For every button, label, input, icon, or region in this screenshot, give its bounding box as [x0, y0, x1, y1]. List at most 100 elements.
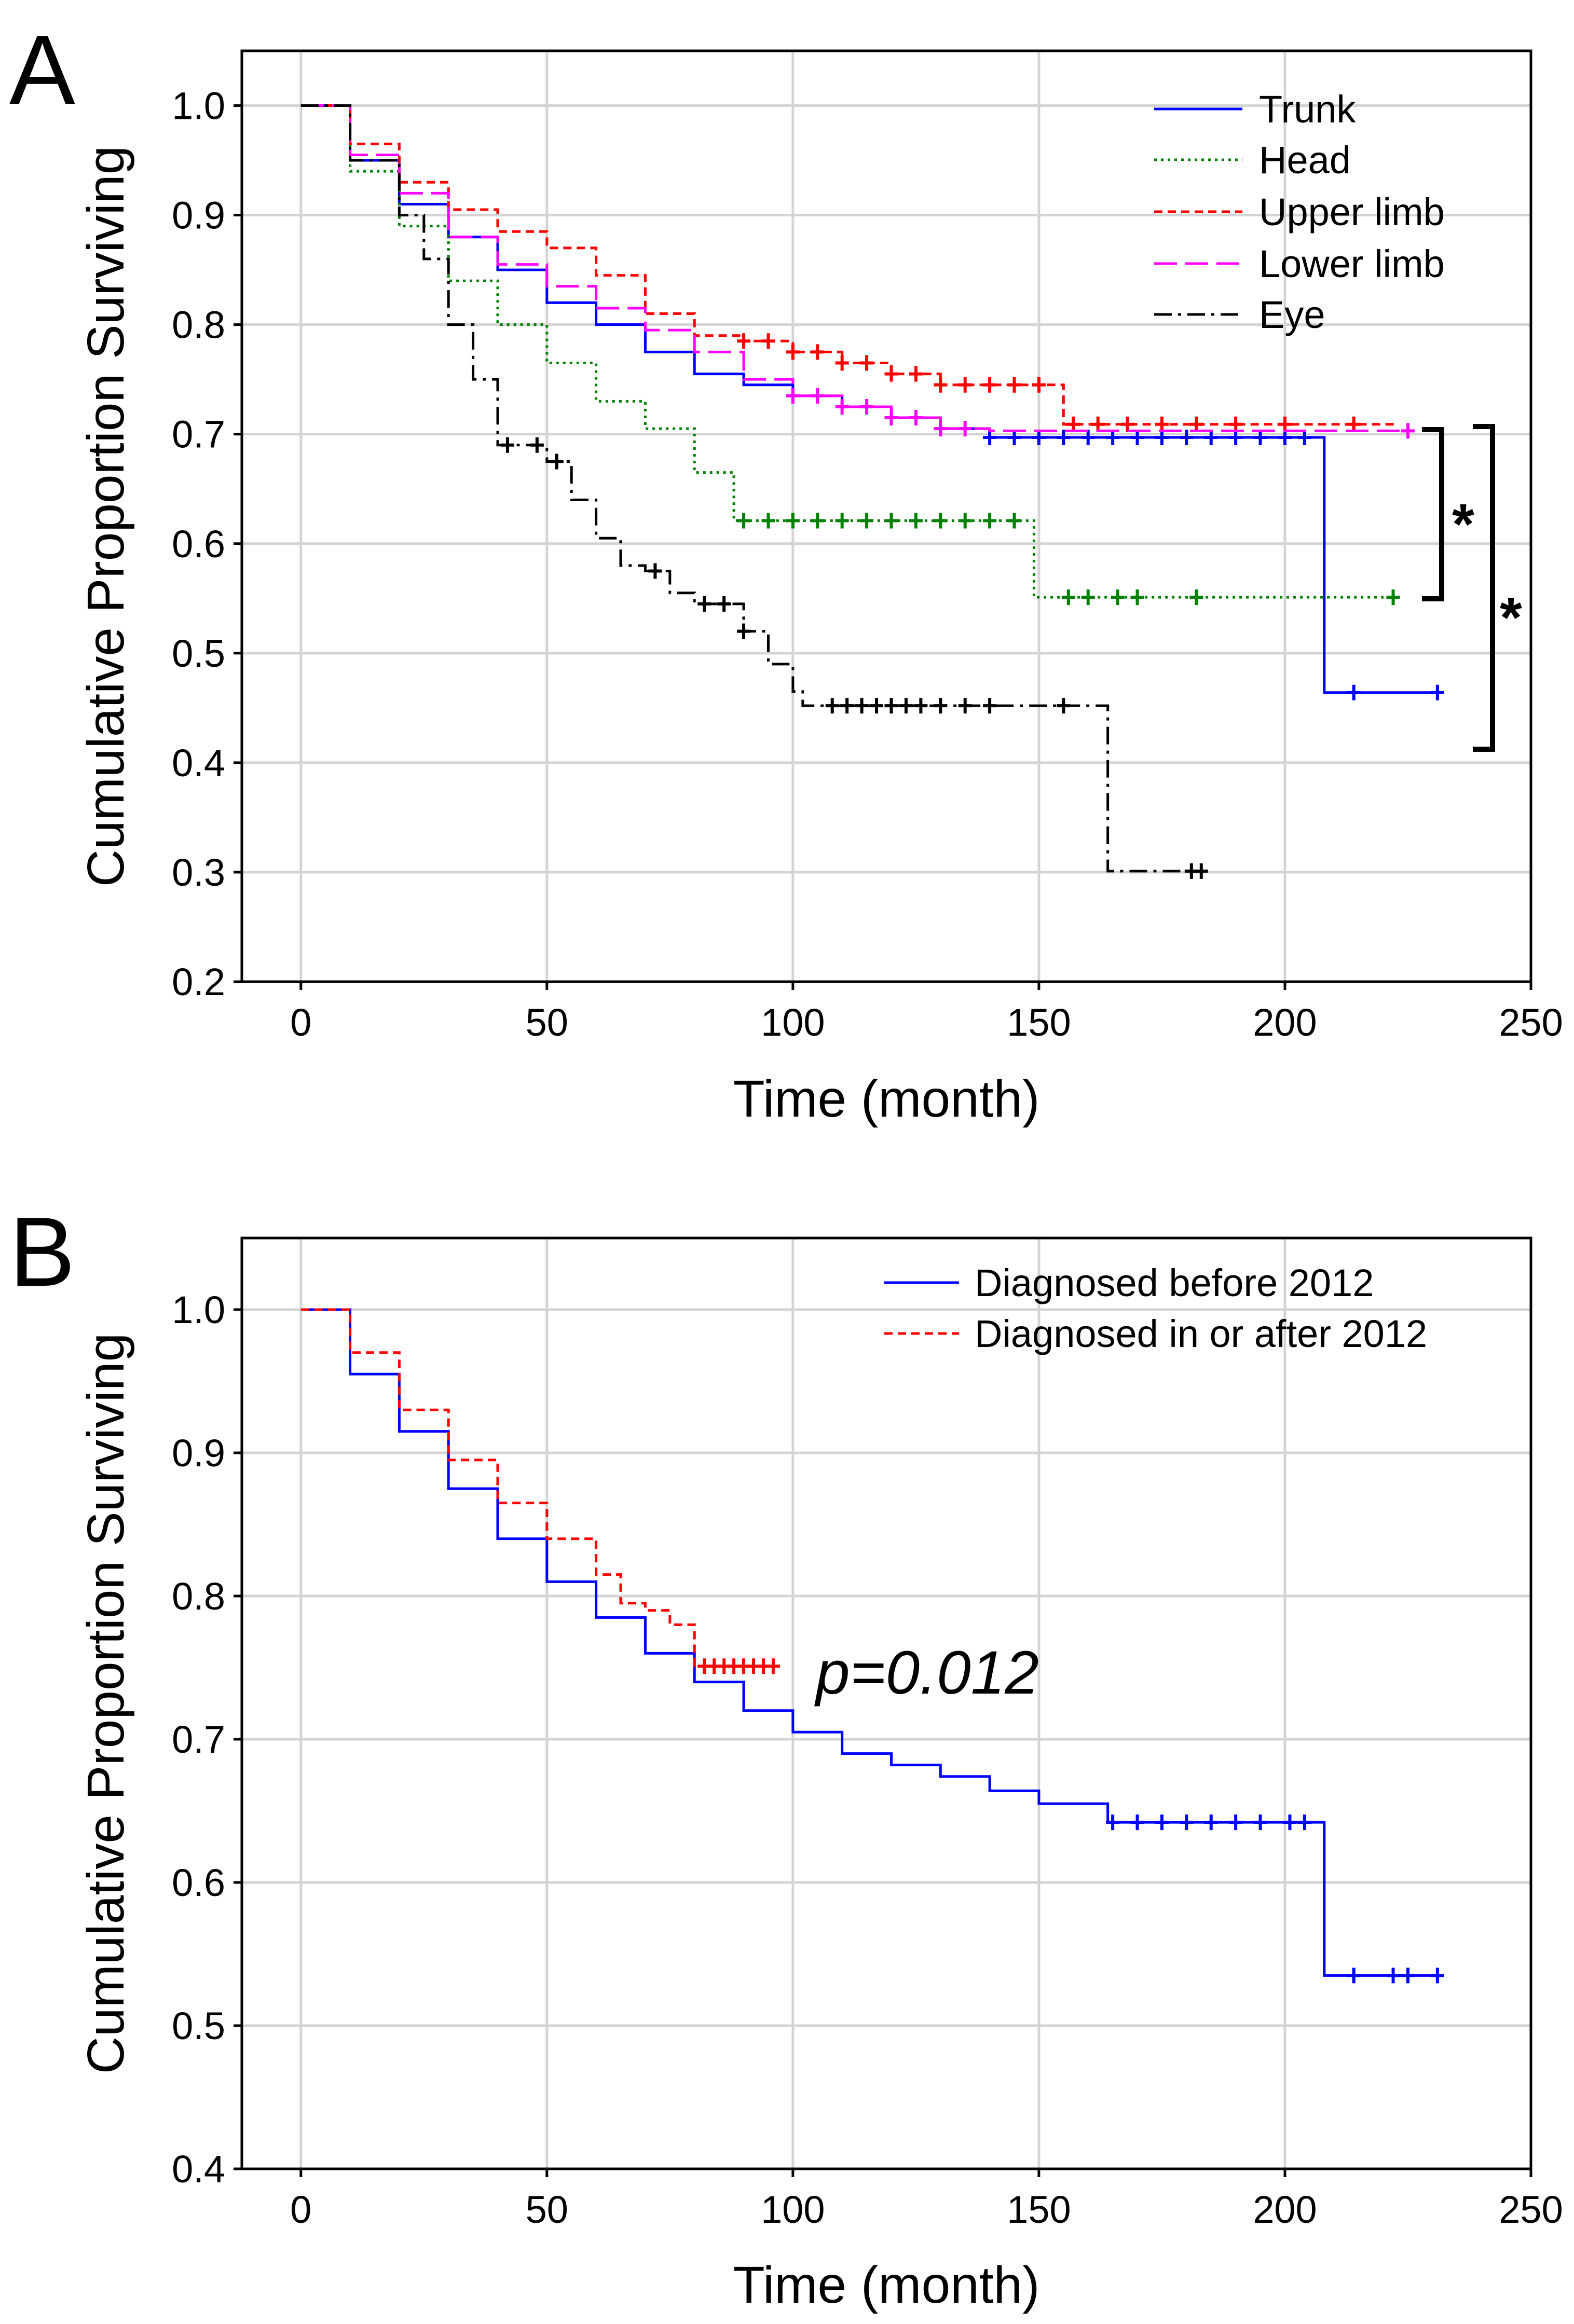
x-tick-label: 250	[1499, 1001, 1563, 1044]
censor-mark	[786, 344, 800, 360]
legend-item-head: Head	[1154, 139, 1351, 182]
x-tick-label: 100	[761, 1001, 825, 1044]
plot-frame	[240, 49, 1532, 983]
survival-curves	[300, 104, 1444, 879]
y-tick-label: 0.8	[172, 1575, 225, 1618]
survival-curve	[300, 1308, 1438, 1977]
x-axis-label: Time (month)	[733, 2256, 1040, 2314]
censor-mark	[1401, 423, 1415, 439]
y-axis-ticks: 0.4 0.5 0.6 0.7 0.8 0.9 1.0	[172, 1288, 242, 2191]
censor-mark	[860, 355, 874, 371]
legend-item-lower-limb: Lower limb	[1154, 242, 1445, 285]
censor-mark	[1386, 589, 1400, 606]
y-axis-ticks: 0.2 0.3 0.4 0.5 0.6 0.7 0.8 0.9 1.0	[172, 85, 242, 1003]
censor-mark	[934, 377, 948, 393]
censor-mark	[761, 513, 775, 529]
censor-mark	[884, 698, 898, 714]
series-upper-limb	[300, 104, 1399, 432]
significance-star: *	[1452, 492, 1474, 556]
y-tick-label: 0.4	[172, 741, 225, 785]
censor-mark	[1066, 416, 1080, 432]
y-tick-label: 0.8	[172, 304, 225, 347]
censor-mark	[899, 698, 913, 714]
censor-mark	[1229, 1814, 1243, 1831]
censor-mark	[1032, 430, 1046, 446]
censor-mark	[1180, 430, 1194, 446]
censor-mark	[1061, 589, 1075, 606]
censor-mark	[909, 410, 923, 426]
censor-mark	[811, 344, 825, 360]
x-tick-label: 50	[526, 2188, 568, 2231]
censor-mark	[1297, 430, 1311, 446]
censor-mark	[786, 388, 800, 404]
y-tick-label: 1.0	[172, 1288, 225, 1331]
censor-mark	[1194, 863, 1208, 879]
censor-mark	[909, 366, 923, 382]
censor-mark	[983, 377, 997, 393]
censor-mark	[1347, 1968, 1361, 1984]
censor-mark	[1253, 1814, 1267, 1831]
survival-curve	[300, 104, 1393, 599]
censor-mark	[1189, 416, 1203, 432]
x-axis-ticks: 0 50 100 150 200 250	[290, 2169, 1563, 2231]
y-tick-label: 0.5	[172, 632, 225, 675]
x-tick-label: 200	[1253, 1001, 1317, 1044]
censor-mark	[1297, 1814, 1311, 1831]
censor-mark	[500, 437, 514, 453]
legend-label-before-2012: Diagnosed before 2012	[975, 1261, 1374, 1304]
censor-mark	[855, 698, 869, 714]
censor-mark	[934, 421, 948, 437]
censor-mark	[761, 333, 775, 349]
survival-curve	[300, 104, 1408, 432]
survival-curve	[300, 104, 1201, 873]
bracket-line	[1422, 427, 1444, 601]
censor-mark	[934, 513, 948, 529]
censor-mark	[1347, 416, 1361, 432]
censor-mark	[1120, 416, 1134, 432]
censor-mark	[717, 596, 731, 612]
legend-item-trunk: Trunk	[1154, 88, 1356, 131]
legend-item-eye: Eye	[1154, 293, 1325, 336]
censor-mark	[1283, 1814, 1297, 1831]
x-axis-label: Time (month)	[733, 1070, 1040, 1128]
censor-mark	[958, 513, 972, 529]
series-head	[300, 104, 1400, 606]
legend: Diagnosed before 2012 Diagnosed in or af…	[884, 1261, 1427, 1355]
censor-mark	[1430, 684, 1444, 700]
censor-mark	[840, 698, 854, 714]
legend-label-upper-limb: Upper limb	[1259, 190, 1445, 233]
series-eye	[300, 104, 1208, 879]
x-tick-label: 200	[1253, 2188, 1317, 2231]
y-tick-label: 0.3	[172, 851, 225, 894]
legend-item-upper-limb: Upper limb	[1154, 190, 1445, 233]
legend-label-eye: Eye	[1259, 293, 1325, 336]
censor-mark	[1155, 416, 1169, 432]
censor-mark	[958, 421, 972, 437]
censor-mark	[786, 513, 800, 529]
censor-mark	[1253, 430, 1267, 446]
panel-a: A 0 50 100 150 200 250 0.20.30.40.50.60.70.80…	[9, 15, 1563, 1128]
censor-mark	[1106, 430, 1120, 446]
censor-mark	[1204, 1814, 1218, 1831]
legend-item-before-2012: Diagnosed before 2012	[884, 1261, 1374, 1304]
censor-mark	[934, 698, 948, 714]
censor-mark	[1032, 377, 1046, 393]
y-axis-label: Cumulative Proportion Surviving	[77, 146, 135, 887]
censor-mark	[1057, 430, 1071, 446]
censor-mark	[835, 513, 849, 529]
censor-mark	[811, 513, 825, 529]
censor-mark	[983, 698, 997, 714]
censor-mark	[884, 513, 898, 529]
y-tick-label: 0.7	[172, 1718, 225, 1761]
x-tick-label: 50	[526, 1001, 568, 1044]
y-tick-label: 0.9	[172, 1432, 225, 1475]
censor-mark	[1229, 430, 1243, 446]
series-diagnosed-before-2012	[300, 1308, 1444, 1984]
censor-mark	[1430, 1968, 1444, 1984]
legend-item-after-2012: Diagnosed in or after 2012	[884, 1312, 1427, 1355]
censor-mark	[1401, 1968, 1415, 1984]
survival-curve	[300, 1308, 773, 1668]
panel-letter-a: A	[9, 15, 75, 125]
censor-mark	[1130, 430, 1144, 446]
